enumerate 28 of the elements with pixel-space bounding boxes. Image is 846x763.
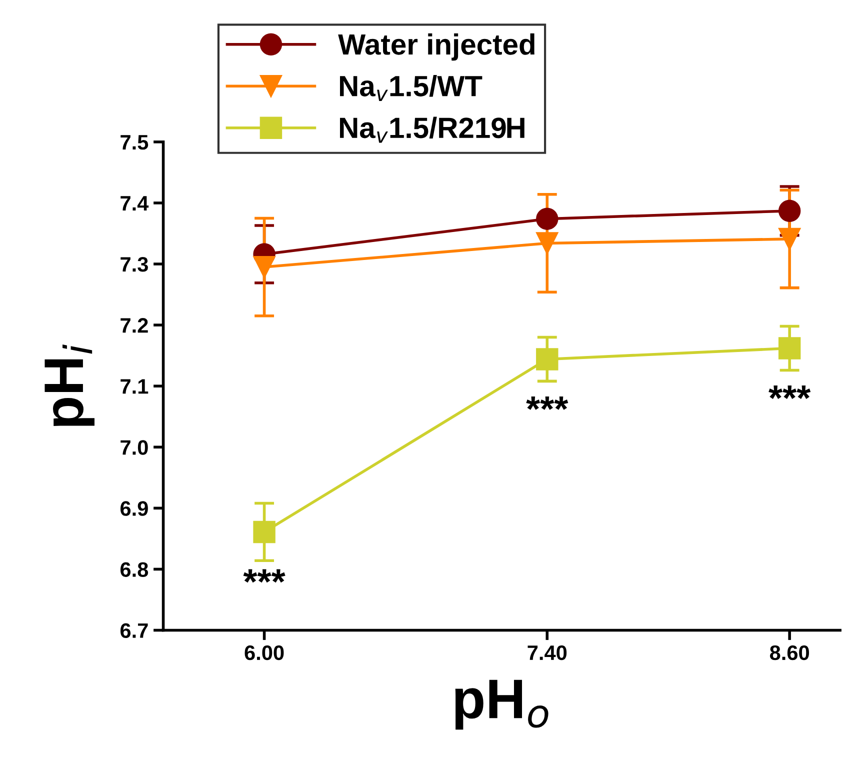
legend-label: Na$_{v}$1.5/R219H: [340, 116, 524, 143]
y-tick-label: 7.1: [120, 379, 148, 394]
x-axis-title: pH$_{o}$: [455, 680, 548, 730]
x-tick-label: 7.40: [528, 645, 567, 660]
point: [778, 200, 801, 222]
y-tick-label: 6.7: [120, 623, 148, 638]
y-axis-title: pH$_{i}$: [44, 344, 94, 426]
y-tick-label: 7.4: [120, 196, 149, 211]
point: [778, 337, 801, 360]
y-tick-label: 7.2: [120, 318, 148, 333]
legend-label: Water injected: [338, 33, 534, 61]
point: [536, 232, 558, 254]
legend-label: Na$_{v}$1.5/WT: [340, 75, 482, 101]
y-tick-label: 6.8: [120, 562, 148, 577]
y-tick-label: 7.3: [120, 257, 148, 272]
point: [536, 348, 558, 370]
annotation: ***: [768, 386, 811, 399]
y-tick-label: 6.9: [120, 501, 148, 516]
x-tick-label: 8.60: [770, 645, 809, 660]
point: [253, 256, 276, 278]
point: [253, 520, 276, 544]
y-tick-label: 7.5: [120, 135, 148, 150]
y-tick-label: 7.0: [120, 440, 148, 455]
point: [778, 228, 801, 250]
point: [536, 208, 558, 230]
x-tick-label: 6.00: [244, 645, 284, 660]
annotation: ***: [526, 396, 568, 410]
annotation: ***: [243, 569, 286, 583]
